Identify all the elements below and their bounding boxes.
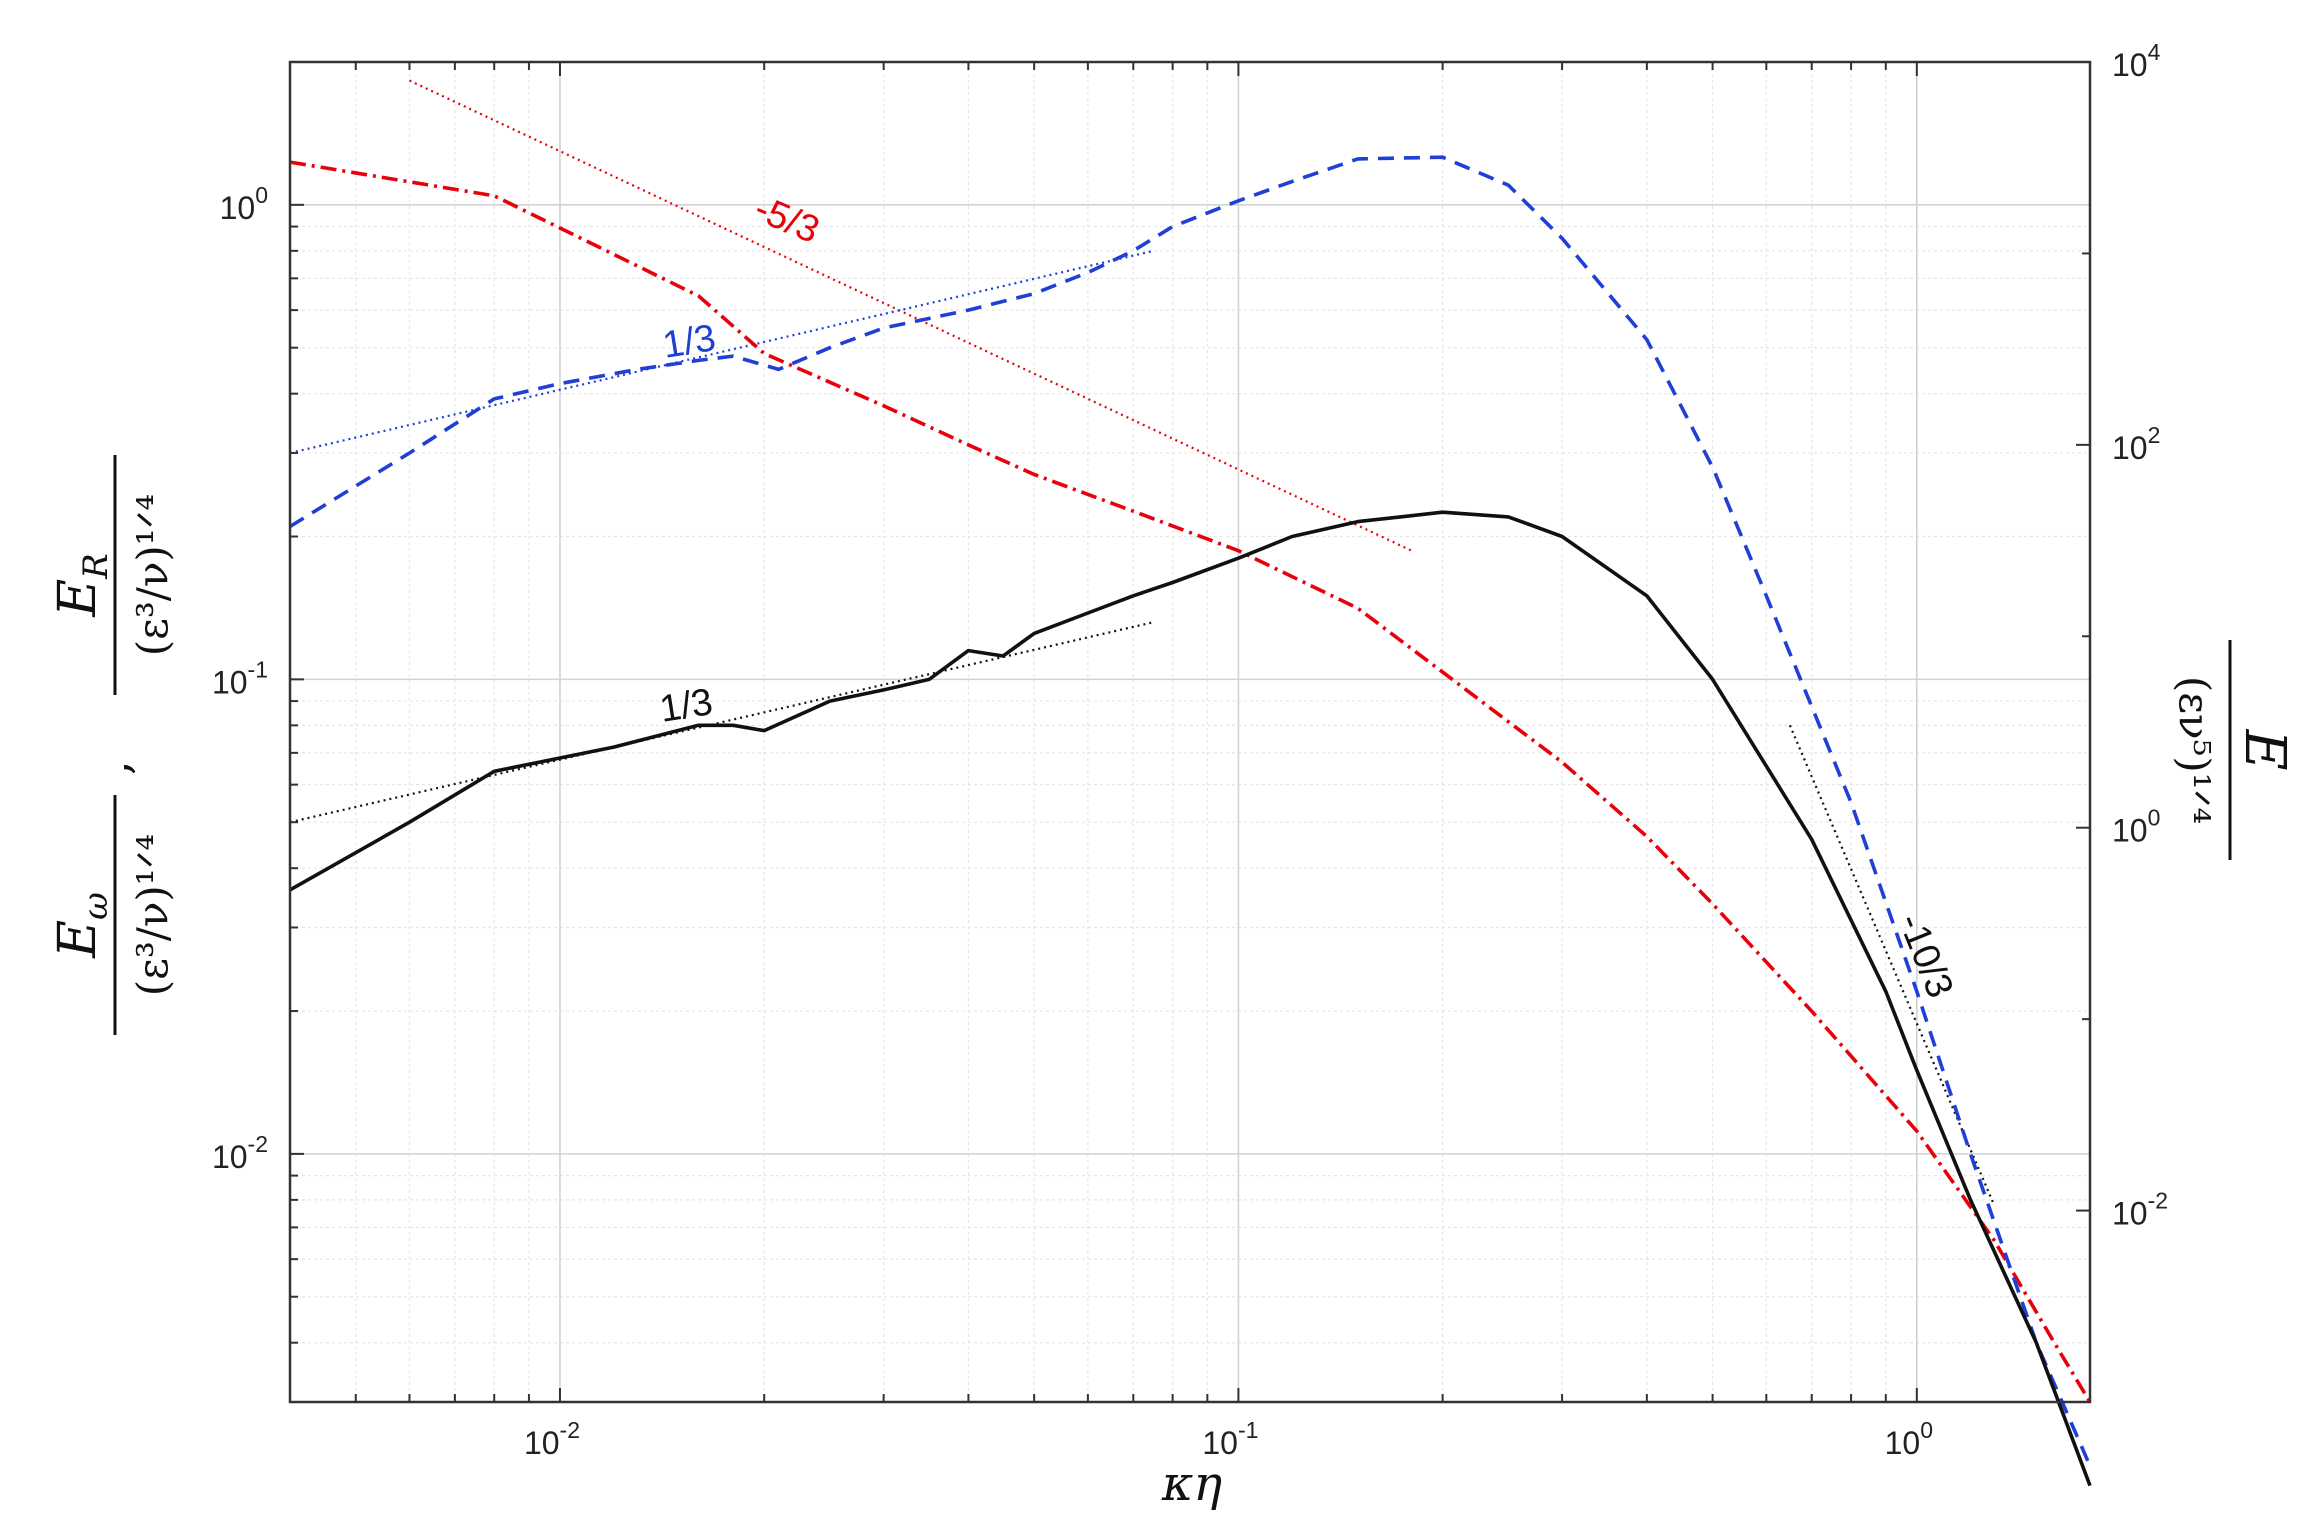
y-axis-label-r: ER (ε³/ν)¹ᐟ⁴	[48, 455, 177, 695]
y-left-tick-label: 100	[220, 182, 268, 226]
x-tick-label: 100	[1885, 1417, 1933, 1461]
label-separator: ,	[86, 760, 140, 775]
major-grid	[290, 62, 2090, 1402]
series-line-solid	[289, 510, 2092, 1487]
y-right-tick-label: 100	[2112, 805, 2160, 849]
reference-lines	[289, 79, 1996, 1206]
tick-marks	[289, 61, 2090, 1403]
slope-label-blue: 1/3	[660, 317, 719, 367]
omega-denominator: (ε³/ν)¹ᐟ⁴	[128, 834, 177, 997]
y-right-tick-label: 10-2	[2112, 1188, 2168, 1232]
r-denominator: (ε³/ν)¹ᐟ⁴	[128, 494, 177, 657]
slope-label-black-steep: -10/3	[1890, 908, 1961, 1004]
slope-label-black: 1/3	[657, 681, 716, 731]
plot-frame	[288, 60, 2092, 1404]
right-denominator: (εν⁵)¹ᐟ⁴	[2170, 676, 2219, 824]
x-tick-label: 10-1	[1202, 1417, 1258, 1461]
series-line-dash-dot	[289, 160, 2092, 1403]
y-left-tick-label: 10-2	[212, 1131, 268, 1175]
reference-line-2	[289, 621, 1154, 824]
y-right-tick-label: 102	[2112, 422, 2160, 466]
reference-line-0	[408, 79, 1413, 552]
right-numerator: E	[2232, 729, 2297, 771]
reference-line-1	[289, 249, 1154, 455]
series-lines	[289, 155, 2092, 1487]
slope-label-red: -5/3	[748, 188, 825, 252]
y-axis-label-right: E (εν⁵)¹ᐟ⁴	[2170, 640, 2297, 860]
tick-labels: 10-2 10-1 100 100 10-1 10-2 104 102 100 10-2	[212, 39, 2168, 1461]
x-axis-label: κη	[1161, 1456, 1222, 1512]
y-left-tick-label: 10-1	[212, 656, 268, 700]
series-line-dashed	[289, 155, 2092, 1467]
y-axis-label-omega: Eω (ε³/ν)¹ᐟ⁴ ,	[48, 760, 177, 1035]
y-right-tick-label: 104	[2112, 39, 2161, 83]
r-numerator: ER	[48, 553, 116, 618]
omega-numerator: Eω	[48, 892, 116, 959]
x-tick-label: 10-2	[524, 1417, 580, 1461]
